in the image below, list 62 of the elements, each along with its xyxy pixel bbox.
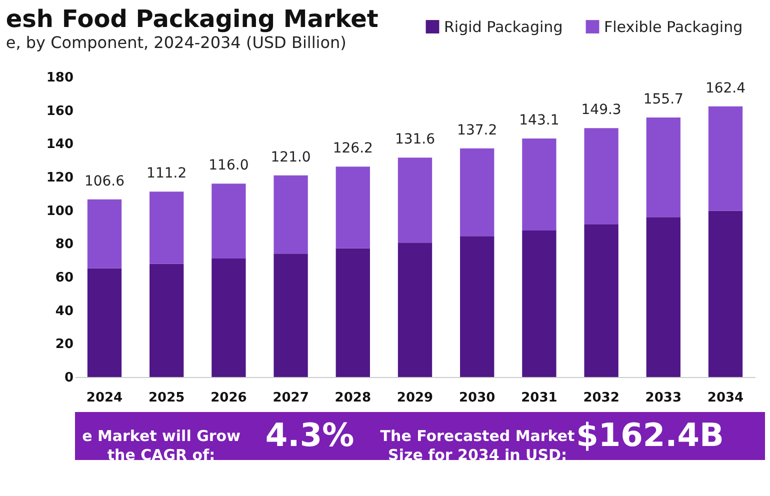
y-tick-label: 140 [46, 137, 74, 152]
y-tick-label: 160 [46, 104, 74, 119]
bar [274, 254, 308, 377]
total-label: 137.2 [457, 122, 498, 138]
text: The Forecasted Market Size for 2034 in USD: [380, 427, 575, 464]
total-label: 116.0 [208, 158, 249, 174]
x-tick-label: 2024 [86, 390, 123, 406]
y-tick-label: 80 [55, 237, 74, 252]
legend-label: Rigid Packaging [444, 18, 563, 36]
bar [646, 217, 680, 377]
total-label: 111.2 [146, 166, 187, 182]
x-tick-label: 2027 [272, 390, 309, 406]
bar [646, 118, 680, 218]
total-label: 155.7 [643, 92, 684, 108]
total-label: 131.6 [394, 132, 436, 148]
bar [212, 184, 246, 258]
y-tick-label: 40 [55, 304, 74, 319]
total-label: 149.3 [581, 102, 622, 118]
bar [336, 166, 370, 248]
x-tick-label: 2029 [396, 390, 434, 406]
bar [336, 248, 370, 377]
x-tick-label: 2025 [148, 390, 185, 406]
total-label: 143.1 [519, 112, 560, 128]
bar [398, 242, 432, 377]
bar [460, 236, 494, 377]
bar [460, 148, 494, 236]
x-tick-label: 2026 [210, 390, 247, 406]
bar [398, 158, 432, 243]
bar [87, 268, 122, 377]
bar [150, 192, 184, 264]
x-tick-label: 2028 [334, 390, 371, 406]
bar [708, 106, 743, 211]
y-tick-label: 100 [46, 204, 74, 219]
x-tick-label: 2032 [583, 390, 620, 406]
y-tick-label: 120 [46, 170, 74, 186]
bar [522, 230, 556, 377]
y-tick-label: 60 [55, 270, 74, 286]
x-tick-label: 2030 [459, 390, 496, 406]
text: 4.3% [265, 416, 354, 454]
bar [212, 258, 246, 377]
bar [584, 128, 618, 224]
y-tick-label: 0 [64, 370, 74, 386]
bar [274, 175, 308, 254]
y-tick-label: 180 [46, 70, 74, 86]
text: e Market will Grow the CAGR of: [82, 427, 241, 464]
chart-title: esh Food Packaging Market [6, 5, 378, 33]
bar [87, 199, 122, 268]
total-label: 126.2 [332, 140, 373, 157]
total-label: 121.0 [270, 149, 311, 166]
x-tick-label: 2033 [645, 390, 682, 406]
bar [708, 210, 743, 377]
x-tick-label: 2034 [707, 390, 744, 406]
text: $162.4B [576, 416, 724, 454]
total-label: 162.4 [705, 80, 746, 96]
chart-subtitle: e, by Component, 2024-2034 (USD Billion) [6, 33, 346, 52]
y-tick-label: 20 [55, 337, 74, 352]
total-label: 106.6 [84, 173, 125, 190]
bar [584, 224, 618, 377]
bar [150, 264, 184, 377]
x-tick-label: 2031 [521, 390, 558, 406]
legend-label: Flexible Packaging [604, 18, 743, 36]
bar [522, 138, 556, 230]
